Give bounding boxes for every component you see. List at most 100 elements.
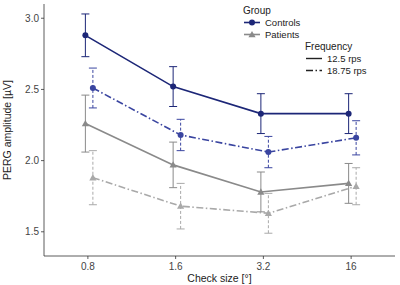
- legend: GroupControlsPatients Frequency12.5 rps18…: [243, 5, 367, 76]
- x-tick: [87, 256, 88, 259]
- error-bar-cap: [345, 93, 353, 94]
- x-tick-label: 0.8: [81, 261, 95, 272]
- series: [89, 68, 360, 168]
- error-bar-cap: [257, 93, 265, 94]
- legend-label: Patients: [265, 29, 300, 40]
- error-bar-cap: [169, 66, 177, 67]
- chart: 1.5 2.0 2.5 3.0 0.8 1.6 3.2 16 Check size [°] PER…: [0, 0, 400, 285]
- error-bar: [81, 95, 89, 152]
- marker: [265, 210, 272, 216]
- error-bar: [352, 121, 360, 155]
- series-line: [93, 88, 356, 152]
- error-bar-cap: [264, 233, 272, 234]
- legend-title: Frequency: [305, 41, 352, 52]
- error-bar-cap: [352, 204, 360, 205]
- error-bar-cap: [345, 133, 353, 134]
- x-axis-label: Check size [°]: [187, 272, 251, 284]
- legend-label: 18.75 rps: [327, 65, 367, 76]
- error-bar-cap: [81, 56, 89, 57]
- y-tick: [41, 231, 44, 232]
- legend-marker: [248, 31, 255, 37]
- error-bar-cap: [345, 203, 353, 204]
- error-bar-cap: [89, 107, 97, 108]
- series: [89, 151, 360, 234]
- error-bar-cap: [177, 119, 185, 120]
- error-bar-cap: [81, 13, 89, 14]
- background: [0, 0, 400, 285]
- x-axis: [44, 256, 395, 257]
- y-tick: [41, 160, 44, 161]
- error-bar-cap: [177, 183, 185, 184]
- error-bar-cap: [264, 136, 272, 137]
- y-tick-label: 3.0: [25, 13, 39, 24]
- series: [81, 14, 352, 134]
- marker: [82, 120, 89, 126]
- error-bar-cap: [89, 68, 97, 69]
- y-tick-label: 1.5: [25, 226, 39, 237]
- marker: [265, 149, 271, 155]
- marker: [89, 174, 96, 180]
- error-bar-cap: [264, 193, 272, 194]
- legend-label: 12.5 rps: [327, 53, 362, 64]
- error-bar-cap: [257, 172, 265, 173]
- legend-key: [306, 58, 322, 59]
- x-tick: [175, 256, 176, 259]
- marker: [353, 135, 359, 141]
- legend-marker: [249, 20, 255, 26]
- marker: [346, 111, 352, 117]
- marker: [345, 180, 352, 186]
- marker: [90, 85, 96, 91]
- plot-area: [81, 14, 360, 233]
- marker: [258, 111, 264, 117]
- error-bar: [169, 142, 177, 188]
- error-bar-cap: [264, 167, 272, 168]
- x-tick: [351, 256, 352, 259]
- marker: [170, 161, 177, 167]
- error-bar-cap: [169, 142, 177, 143]
- y-tick: [41, 18, 44, 19]
- error-bar-cap: [177, 150, 185, 151]
- error-bar: [89, 151, 97, 205]
- x-tick-label: 3.2: [256, 261, 270, 272]
- marker: [178, 132, 184, 138]
- legend-key: [306, 70, 322, 71]
- error-bar-cap: [81, 152, 89, 153]
- x-tick-label: 16: [346, 261, 358, 272]
- error-bar-cap: [81, 95, 89, 96]
- x-tick: [263, 256, 264, 259]
- y-tick-label: 2.5: [25, 84, 39, 95]
- marker: [353, 183, 360, 189]
- error-bar: [257, 94, 265, 134]
- marker: [170, 84, 176, 90]
- error-bar: [89, 68, 97, 108]
- error-bar-cap: [169, 187, 177, 188]
- error-bar-cap: [352, 167, 360, 168]
- x-tick-label: 1.6: [169, 261, 183, 272]
- error-bar: [345, 94, 353, 134]
- series: [81, 95, 352, 212]
- error-bar-cap: [177, 228, 185, 229]
- y-tick-label: 2.0: [25, 155, 39, 166]
- marker: [177, 203, 184, 209]
- y-axis: [44, 4, 45, 256]
- error-bar-cap: [257, 133, 265, 134]
- error-bar-cap: [352, 120, 360, 121]
- error-bar-cap: [169, 106, 177, 107]
- legend-label: Controls: [265, 17, 301, 28]
- series-line: [93, 178, 356, 214]
- error-bar: [264, 136, 272, 167]
- legend-title: Group: [243, 5, 271, 16]
- marker: [257, 188, 264, 194]
- error-bar-cap: [352, 154, 360, 155]
- series-line: [85, 124, 348, 192]
- error-bar-cap: [345, 163, 353, 164]
- error-bar: [169, 67, 177, 107]
- error-bar: [177, 119, 185, 150]
- error-bar-cap: [89, 150, 97, 151]
- error-bar: [352, 168, 360, 205]
- error-bar: [81, 14, 89, 57]
- error-bar-cap: [89, 204, 97, 205]
- y-axis-label: PERG amplitude [µV]: [1, 80, 13, 180]
- marker: [82, 32, 88, 38]
- y-tick: [41, 89, 44, 90]
